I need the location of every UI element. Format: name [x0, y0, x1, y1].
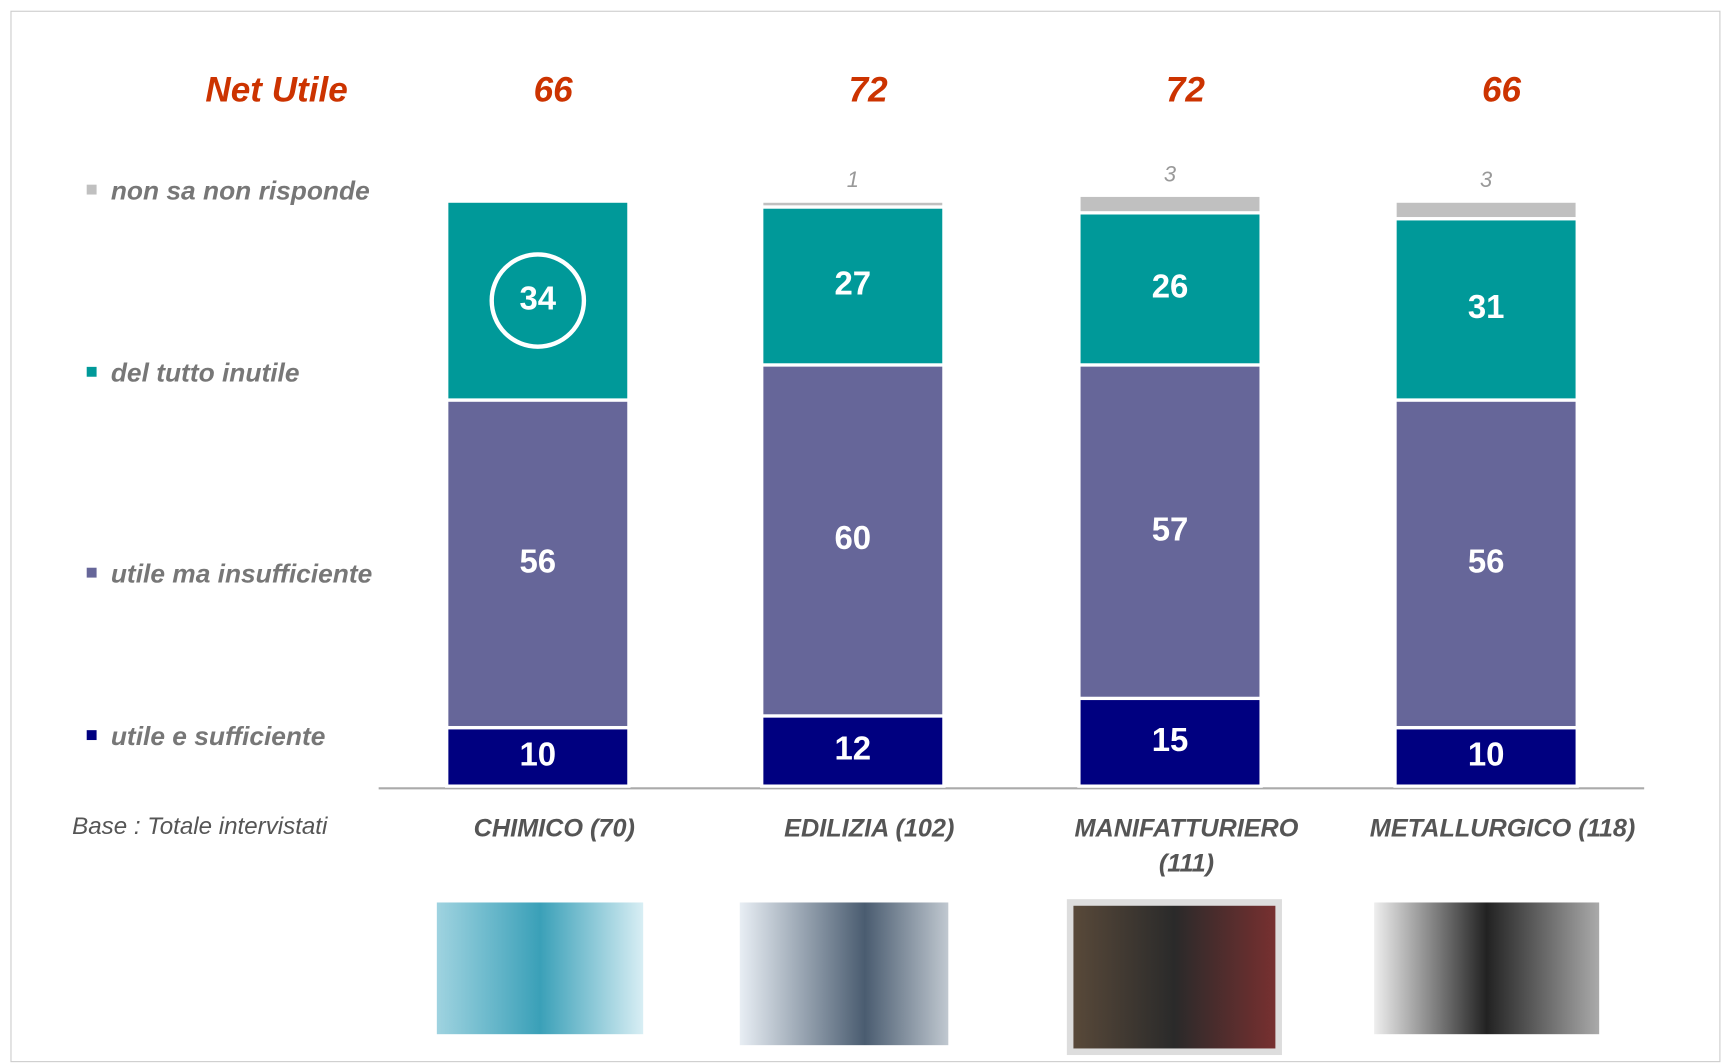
x-tick-label: CHIMICO (70)	[406, 810, 702, 845]
x-tick-label: METALLURGICO (118)	[1354, 810, 1650, 845]
legend-marker	[87, 730, 97, 740]
value-label: 31	[1468, 288, 1505, 325]
chart: Net Utile Base : Totale intervistati uti…	[0, 0, 1721, 1063]
value-label: 26	[1152, 268, 1189, 305]
category-box: EDILIZIA (102)	[721, 810, 1017, 887]
page: {"chart_data": {"type": "stacked-bar", "…	[0, 0, 1721, 1063]
value-label: 3	[1480, 167, 1492, 192]
pictures	[437, 902, 1599, 1051]
value-label: 10	[520, 736, 557, 773]
value-label: 15	[1152, 721, 1189, 758]
picture	[437, 902, 643, 1034]
x-tick-label: MANIFATTURIERO (111)	[1038, 810, 1334, 880]
net-value: 72	[1166, 71, 1206, 110]
picture	[740, 902, 949, 1045]
value-label: 34	[520, 279, 557, 316]
value-label: 10	[1468, 736, 1505, 773]
x-tick-label: EDILIZIA (102)	[721, 810, 1017, 845]
bar-segment	[1079, 195, 1261, 213]
category-box: METALLURGICO (118)	[1354, 810, 1650, 887]
legend-marker	[87, 568, 97, 578]
legend-marker	[87, 185, 97, 195]
value-label: 1	[847, 167, 859, 192]
base-label: Base : Totale intervistati	[72, 813, 328, 840]
bar-segment	[1395, 201, 1577, 219]
value-label: 60	[835, 519, 872, 556]
value-label: 57	[1152, 510, 1189, 547]
picture	[1374, 902, 1599, 1034]
legend-label: del tutto inutile	[111, 357, 300, 387]
value-label: 12	[835, 730, 872, 767]
value-label: 27	[835, 265, 872, 302]
category-box: MANIFATTURIERO (111)	[1038, 810, 1334, 887]
net-value: 66	[1482, 71, 1522, 110]
value-label: 3	[1164, 161, 1176, 186]
value-label: 56	[520, 543, 557, 580]
net-label: Net Utile	[205, 71, 347, 110]
legend-marker	[87, 367, 97, 377]
value-label: 56	[1468, 543, 1505, 580]
legend-label: utile ma insufficiente	[111, 558, 372, 588]
bar-segment	[762, 201, 944, 207]
net-value: 66	[534, 71, 574, 110]
category-box: CHIMICO (70)	[406, 810, 702, 887]
net-value: 72	[849, 71, 889, 110]
legend-label: utile e sufficiente	[111, 721, 326, 751]
picture	[1070, 902, 1279, 1051]
legend-label: non sa non risponde	[111, 175, 370, 205]
